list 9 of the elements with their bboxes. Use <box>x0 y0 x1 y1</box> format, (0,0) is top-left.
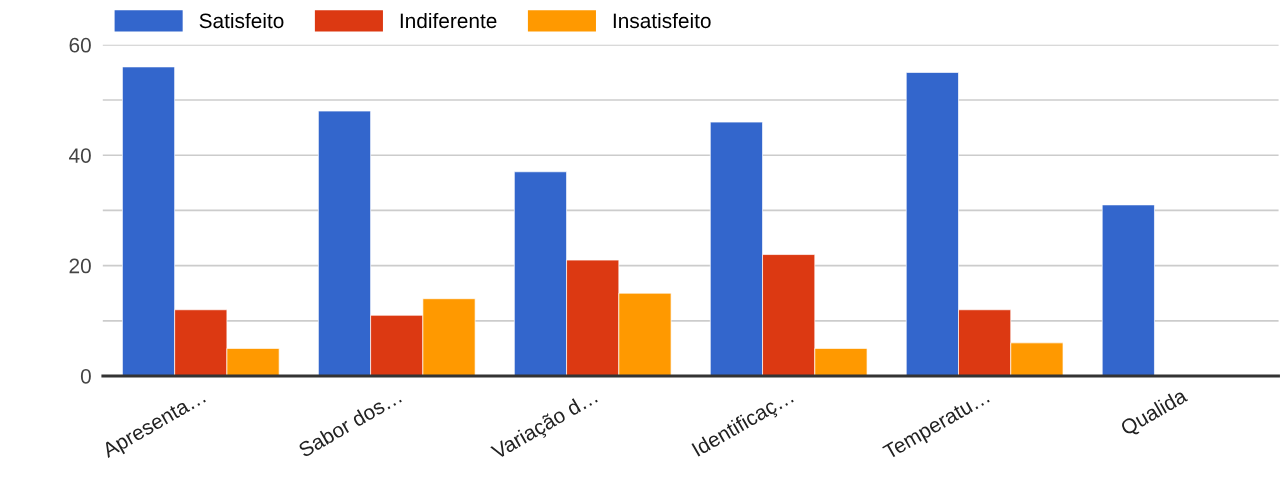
legend-label: Satisfeito <box>199 12 284 29</box>
x-tick-label: Sabor dos… <box>297 388 402 458</box>
y-tick-label: 40 <box>69 148 91 163</box>
legend-label: Insatisfeito <box>613 12 711 29</box>
legend-label: Indiferente <box>400 12 497 29</box>
y-tick-label: 20 <box>69 258 91 274</box>
y-tick-label: 0 <box>80 368 91 384</box>
y-tick-label: 60 <box>69 37 91 53</box>
bar <box>1101 204 1155 376</box>
